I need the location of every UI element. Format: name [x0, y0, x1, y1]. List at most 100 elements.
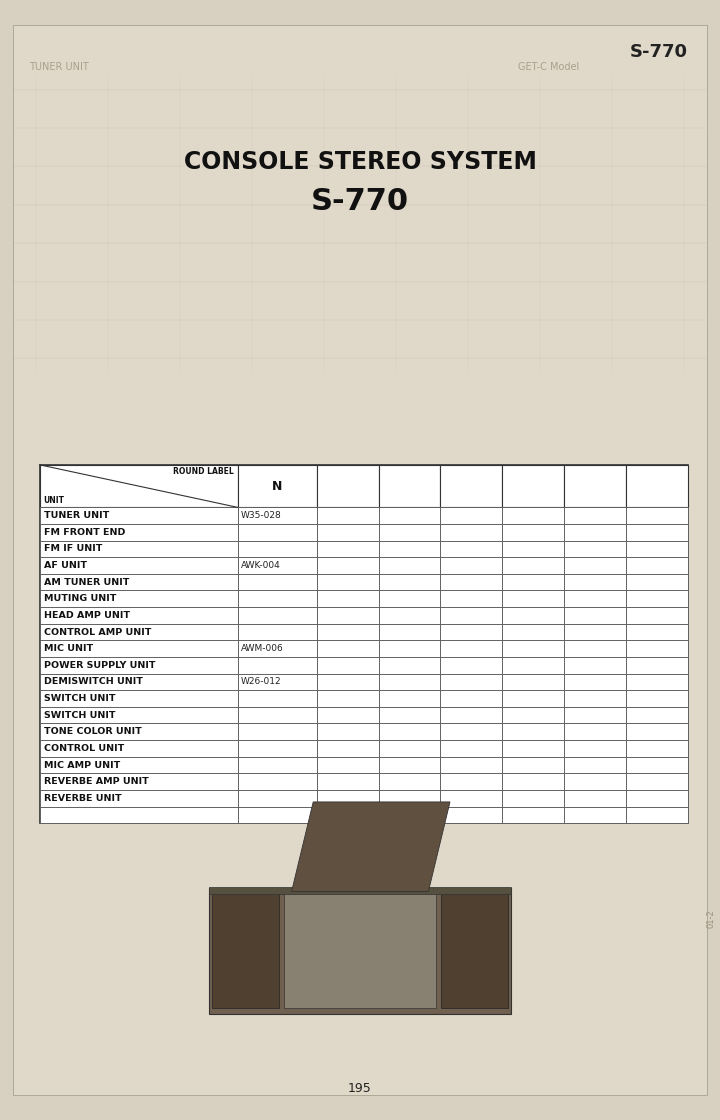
Bar [503, 465, 564, 507]
Bar [40, 465, 688, 823]
Text: REVERBE UNIT: REVERBE UNIT [44, 794, 122, 803]
Bar [379, 524, 441, 541]
Text: ROUND LABEL: ROUND LABEL [174, 467, 234, 476]
Text: SWITCH UNIT: SWITCH UNIT [44, 711, 115, 720]
Bar [564, 641, 626, 657]
Bar [441, 657, 502, 673]
Bar [379, 607, 441, 624]
Bar [503, 641, 564, 657]
Bar [626, 624, 688, 641]
Bar [379, 465, 441, 507]
Bar [503, 757, 564, 773]
Bar [317, 657, 379, 673]
Bar [564, 524, 626, 541]
Text: AWM-006: AWM-006 [241, 644, 284, 653]
Bar [441, 773, 502, 790]
Bar [317, 790, 379, 806]
Bar [40, 524, 238, 541]
Bar [40, 507, 238, 524]
Bar [564, 724, 626, 740]
Bar [379, 541, 441, 558]
Bar [564, 740, 626, 757]
Bar [317, 641, 379, 657]
Bar [503, 573, 564, 590]
Bar [40, 657, 238, 673]
Bar [503, 541, 564, 558]
Text: MIC UNIT: MIC UNIT [44, 644, 93, 653]
Bar [503, 690, 564, 707]
Bar [503, 607, 564, 624]
Bar [238, 790, 317, 806]
Bar [317, 624, 379, 641]
Bar [40, 590, 238, 607]
Bar [317, 690, 379, 707]
Text: S-770: S-770 [629, 43, 688, 60]
Bar [238, 641, 317, 657]
Text: TUNER UNIT: TUNER UNIT [29, 62, 89, 72]
Bar [503, 507, 564, 524]
Bar [379, 740, 441, 757]
Bar [379, 558, 441, 573]
Bar [564, 465, 626, 507]
Text: 01-2: 01-2 [707, 909, 716, 927]
Bar [238, 524, 317, 541]
Bar [238, 806, 317, 823]
Bar [212, 892, 279, 1008]
Bar [503, 790, 564, 806]
Bar [441, 607, 502, 624]
Bar [564, 806, 626, 823]
Bar [379, 690, 441, 707]
Bar [317, 558, 379, 573]
Bar [564, 673, 626, 690]
Text: AWK-004: AWK-004 [241, 561, 281, 570]
Text: FM IF UNIT: FM IF UNIT [44, 544, 102, 553]
Bar [564, 707, 626, 724]
Bar [238, 507, 317, 524]
Bar [40, 740, 238, 757]
Bar [238, 624, 317, 641]
Bar [626, 773, 688, 790]
Bar [626, 607, 688, 624]
Text: CONSOLE STEREO SYSTEM: CONSOLE STEREO SYSTEM [184, 150, 536, 175]
Bar [564, 590, 626, 607]
Bar [626, 724, 688, 740]
Bar [441, 757, 502, 773]
Bar [238, 724, 317, 740]
Bar [40, 573, 238, 590]
Bar [379, 757, 441, 773]
Bar [626, 757, 688, 773]
Bar [238, 465, 317, 507]
Bar [441, 892, 508, 1008]
Bar [317, 740, 379, 757]
Bar [626, 657, 688, 673]
Bar [626, 590, 688, 607]
Bar [503, 590, 564, 607]
Bar [503, 806, 564, 823]
Bar [503, 673, 564, 690]
Bar [40, 541, 238, 558]
Bar [564, 624, 626, 641]
Bar [379, 806, 441, 823]
Text: CONTROL AMP UNIT: CONTROL AMP UNIT [44, 627, 151, 636]
Bar [503, 773, 564, 790]
Bar [238, 541, 317, 558]
Bar [40, 773, 238, 790]
Bar [564, 657, 626, 673]
Bar [317, 573, 379, 590]
Bar [317, 590, 379, 607]
Bar [564, 773, 626, 790]
Bar [441, 507, 502, 524]
Text: FM FRONT END: FM FRONT END [44, 528, 125, 536]
Bar [441, 641, 502, 657]
Text: UNIT: UNIT [43, 496, 64, 505]
Bar [40, 558, 238, 573]
Polygon shape [292, 802, 450, 892]
Bar [379, 707, 441, 724]
Bar [441, 465, 502, 507]
Bar [317, 465, 379, 507]
Bar [626, 524, 688, 541]
Bar [441, 573, 502, 590]
Bar [317, 806, 379, 823]
Text: HEAD AMP UNIT: HEAD AMP UNIT [44, 610, 130, 619]
Bar [317, 773, 379, 790]
